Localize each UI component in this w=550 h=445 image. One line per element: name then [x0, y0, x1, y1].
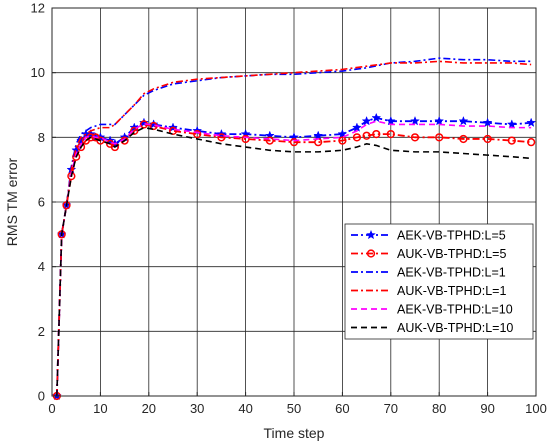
legend-entry: AUK-VB-TPHD:L=10: [351, 321, 513, 335]
series-auk-vb-tphd-l-1: [56, 60, 532, 397]
data-point-circle: [217, 133, 226, 142]
data-point-circle: [265, 136, 274, 145]
data-point-star: [337, 128, 348, 139]
legend-entry: AUK-VB-TPHD:L=5: [351, 247, 506, 261]
series-line: [56, 120, 532, 397]
data-point-circle: [96, 136, 105, 145]
legend-label: AEK-VB-TPHD:L=10: [397, 303, 513, 317]
x-tick-label: 90: [480, 401, 494, 416]
legend-box: [344, 223, 534, 340]
data-point-circle: [352, 133, 362, 142]
data-point-circle: [527, 138, 536, 147]
data-point-circle: [435, 133, 444, 142]
legend-label: AUK-VB-TPHD:L=1: [397, 284, 506, 298]
data-point-star: [458, 115, 469, 126]
y-tick-label: 12: [31, 1, 45, 16]
data-point-star: [148, 119, 159, 129]
legend-entry: AEK-VB-TPHD:L=10: [351, 303, 513, 317]
data-point-star: [313, 130, 324, 140]
data-point-circle: [372, 129, 381, 139]
data-point-circle: [366, 249, 376, 258]
data-point-star: [506, 119, 517, 129]
data-point-circle: [410, 133, 420, 142]
data-point-circle: [507, 136, 516, 145]
data-point-circle: [168, 126, 178, 135]
x-tick-label: 60: [335, 401, 349, 416]
legend-entry: AUK-VB-TPHD:L=1: [351, 284, 506, 298]
data-point-star: [366, 229, 376, 240]
data-point-circle: [193, 129, 202, 139]
x-tick-label: 100: [525, 401, 547, 416]
data-point-circle: [483, 134, 492, 144]
legend-label: AUK-VB-TPHD:L=5: [397, 247, 506, 261]
y-tick-label: 2: [38, 324, 45, 339]
data-point-circle: [130, 126, 139, 135]
x-tick-label: 40: [238, 401, 252, 416]
data-point-star: [482, 117, 493, 127]
legend-label: AUK-VB-TPHD:L=10: [397, 321, 513, 335]
x-axis-label: Time step: [264, 425, 325, 441]
axis-ticks: 0 10 20 30 40 50 60 70 80 90 100 0 2 4 6 8 10 12: [31, 1, 547, 417]
data-point-circle: [338, 136, 347, 145]
series-line: [56, 126, 532, 397]
data-point-star: [139, 117, 149, 127]
x-tick-label: 10: [93, 401, 107, 416]
x-tick-label: 80: [432, 401, 446, 416]
legend: AEK-VB-TPHD:L=5 AUK-VB-TPHD:L=5 AEK-VB-TPH…: [344, 223, 534, 340]
series-line: [56, 57, 532, 397]
data-point-star: [351, 122, 362, 132]
x-tick-label: 70: [384, 401, 398, 416]
legend-entry: AEK-VB-TPHD:L=5: [351, 229, 506, 243]
data-point-circle: [241, 134, 250, 144]
y-tick-label: 4: [38, 259, 45, 274]
data-point-circle: [289, 138, 299, 147]
series-line: [56, 60, 532, 397]
y-tick-label: 8: [38, 130, 45, 145]
data-point-circle: [362, 131, 371, 140]
series-line: [55, 116, 532, 397]
y-tick-label: 6: [38, 195, 45, 210]
data-point-circle: [459, 134, 468, 144]
series-aek-vb-tphd-l-1: [56, 57, 532, 397]
series-auk-vb-tphd-l-10: [56, 126, 532, 397]
legend-label: AEK-VB-TPHD:L=1: [397, 266, 506, 280]
legend-entry: AEK-VB-TPHD:L=1: [351, 266, 506, 280]
legend-label: AEK-VB-TPHD:L=5: [397, 229, 506, 243]
data-point-star: [410, 115, 420, 126]
y-tick-label: 0: [38, 389, 45, 404]
data-point-star: [371, 112, 382, 123]
data-point-star: [526, 117, 537, 127]
series-aek-vb-tphd-l-10: [56, 120, 532, 397]
y-axis-label: RMS TM error: [4, 157, 20, 246]
x-tick-label: 50: [287, 401, 301, 416]
series-layer: [51, 57, 537, 401]
x-tick-label: 0: [48, 401, 55, 416]
data-point-star: [361, 115, 372, 126]
data-point-circle: [386, 129, 395, 139]
x-tick-label: 30: [190, 401, 204, 416]
x-tick-label: 20: [142, 401, 156, 416]
data-point-star: [385, 115, 396, 126]
y-tick-label: 10: [31, 65, 45, 80]
data-point-star: [434, 115, 445, 126]
